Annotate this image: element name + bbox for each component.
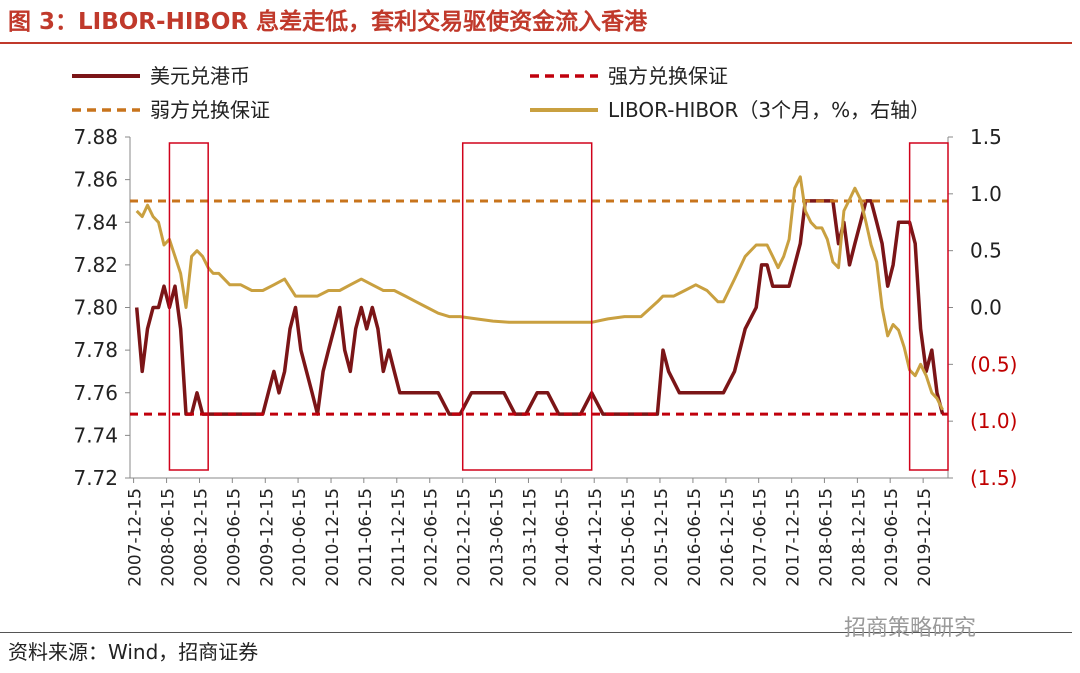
legend-label: LIBOR-HIBOR（3个月，%，右轴） [608, 98, 930, 122]
x-tick-label: 2011-06-15 [356, 488, 376, 587]
highlight-box [168, 142, 209, 471]
x-tick-label: 2013-06-15 [487, 488, 507, 587]
right-tick-label: 0.5 [970, 239, 1002, 263]
left-tick-label: 7.80 [73, 296, 118, 320]
legend-label: 强方兑换保证 [608, 64, 728, 88]
x-tick-label: 2008-06-15 [159, 488, 179, 587]
x-tick-label: 2017-06-15 [751, 488, 771, 587]
left-tick-label: 7.82 [73, 253, 118, 277]
highlight-boxes [168, 142, 949, 471]
chart-title: 图 3：LIBOR-HIBOR 息差走低，套利交易驱使资金流入香港 [8, 9, 648, 35]
x-tick-label: 2010-06-15 [290, 488, 310, 587]
x-tick-label: 2011-12-15 [389, 488, 409, 587]
source-note: 资料来源：Wind，招商证券 [8, 640, 259, 664]
left-tick-label: 7.76 [73, 381, 118, 405]
x-tick-label: 2008-12-15 [192, 488, 212, 587]
right-tick-label: 0.0 [970, 296, 1002, 320]
x-tick-label: 2014-06-15 [553, 488, 573, 587]
x-tick-label: 2016-12-15 [718, 488, 738, 587]
x-tick-label: 2012-12-15 [455, 488, 475, 587]
x-tick-label: 2019-06-15 [882, 488, 902, 587]
left-tick-label: 7.88 [73, 125, 118, 149]
legend-item: 强方兑换保证 [530, 64, 728, 88]
x-tick-label: 2014-12-15 [586, 488, 606, 587]
series-line-usdhkd [134, 199, 945, 416]
x-tick-label: 2007-12-15 [126, 488, 146, 587]
right-tick-label: 1.0 [970, 182, 1002, 206]
x-tick-label: 2016-06-15 [685, 488, 705, 587]
axes: 7.72 7.74 7.76 7.78 7.80 7.82 7.84 7.86 7.88 (1.5… [73, 125, 1017, 587]
highlight-box [908, 142, 949, 471]
x-tick-label: 2018-06-15 [816, 488, 836, 587]
x-tick-label: 2015-06-15 [619, 488, 639, 587]
legend-item: 美元兑港币 [72, 64, 250, 88]
left-tick-label: 7.86 [73, 168, 118, 192]
x-tick-label: 2009-12-15 [257, 488, 277, 587]
legend-item: LIBOR-HIBOR（3个月，%，右轴） [530, 98, 930, 122]
right-tick-label: (1.5) [970, 466, 1017, 490]
watermark: 招商策略研究 [844, 616, 977, 641]
x-tick-label: 2013-12-15 [520, 488, 540, 587]
series-layer [130, 175, 948, 416]
series-line-libor-hibor [135, 175, 944, 411]
x-tick-label: 2010-12-15 [323, 488, 343, 587]
left-tick-label: 7.84 [73, 210, 118, 234]
left-tick-label: 7.72 [73, 466, 118, 490]
highlight-box [461, 142, 593, 471]
right-tick-label: 1.5 [970, 125, 1002, 149]
x-tick-label: 2019-12-15 [915, 488, 935, 587]
x-tick-label: 2015-12-15 [652, 488, 672, 587]
x-tick-label: 2017-12-15 [784, 488, 804, 587]
x-tick-label: 2018-12-15 [849, 488, 869, 587]
right-tick-label: (1.0) [970, 409, 1017, 433]
left-tick-label: 7.74 [73, 423, 118, 447]
legend-label: 美元兑港币 [150, 64, 250, 88]
x-tick-label: 2009-06-15 [224, 488, 244, 587]
footer-divider [0, 632, 1072, 633]
right-tick-label: (0.5) [970, 352, 1017, 376]
x-tick-label: 2012-06-15 [422, 488, 442, 587]
title-divider [0, 42, 1072, 44]
left-tick-label: 7.78 [73, 338, 118, 362]
legend-label: 弱方兑换保证 [150, 98, 270, 122]
legend-item: 弱方兑换保证 [72, 98, 270, 122]
